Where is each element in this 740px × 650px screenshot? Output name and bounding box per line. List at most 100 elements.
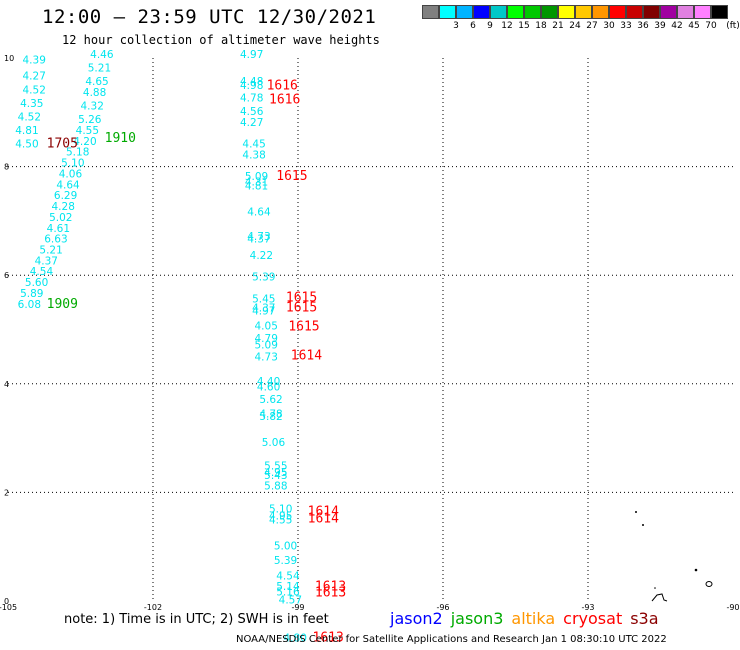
island-mark	[642, 524, 644, 526]
pass-time-label: 1615	[276, 169, 307, 184]
wave-height-value: 4.79	[255, 333, 278, 345]
wave-height-value: 4.55	[269, 514, 292, 526]
wave-height-value: 4.28	[52, 201, 75, 213]
wave-height-value: 4.52	[18, 111, 41, 123]
wave-height-value: 5.43	[264, 470, 287, 482]
map-title: 12:00 — 23:59 UTC 12/30/2021	[42, 6, 377, 28]
wave-height-value: 4.48	[240, 76, 263, 88]
legend-swatch	[439, 5, 456, 19]
satellite-jason2: jason2	[390, 609, 443, 628]
wave-height-value: 6.29	[54, 190, 77, 202]
legend-swatch	[694, 5, 711, 19]
wave-height-value: 4.35	[20, 98, 43, 110]
y-tick-label: 8	[4, 163, 9, 172]
pass-time-label: 1616	[269, 93, 300, 108]
wave-height-value: 4.78	[240, 92, 263, 104]
wave-height-value: 4.61	[47, 223, 70, 235]
pass-time-label: 1614	[291, 348, 322, 363]
pass-time-label: 1616	[267, 78, 298, 93]
wave-height-value: 5.82	[259, 411, 282, 423]
legend-swatch	[507, 5, 524, 19]
pass-time-label: 1614	[308, 505, 339, 520]
wave-height-value: 4.32	[81, 101, 104, 113]
wave-height-value: 4.50	[15, 139, 38, 151]
legend-swatch	[541, 5, 558, 19]
wave-height-value: 5.21	[39, 244, 62, 256]
footer-note: note: 1) Time is in UTC; 2) SWH is in fe…	[64, 612, 329, 627]
legend-swatch	[558, 5, 575, 19]
pass-time-labels: 1705 191019091616161616151615161516151614…	[47, 78, 347, 645]
x-tick-label: -90	[726, 603, 739, 612]
wave-height-value: 4.64	[56, 179, 80, 191]
wave-height-value: 4.31	[245, 177, 268, 189]
wave-height-value: 4.88	[83, 87, 106, 99]
legend-swatch	[575, 5, 592, 19]
satellite-key: jason2 jason3 altika cryosat s3a	[390, 609, 667, 628]
legend-swatch	[711, 5, 728, 19]
wave-height-value: 4.20	[73, 136, 96, 148]
legend-label: 9	[487, 21, 493, 31]
wave-height-value: 5.10	[269, 503, 292, 515]
wave-height-value: 4.98	[240, 80, 263, 92]
wave-height-value: 5.14	[276, 581, 300, 593]
wave-height-value: 4.06	[59, 168, 83, 180]
wave-height-value: 4.65	[85, 76, 108, 88]
legend-label: 24	[569, 21, 581, 31]
x-tick-label: -102	[144, 603, 162, 612]
wave-height-value: 4.95	[264, 467, 287, 479]
wave-height-value: 4.78	[259, 408, 282, 420]
wave-height-value: 4.56	[240, 106, 264, 118]
wave-height-value: 5.39	[274, 555, 297, 567]
wave-height-value: 4.46	[90, 49, 114, 61]
legend-swatch	[609, 5, 626, 19]
wave-height-value: 5.26	[78, 114, 102, 126]
legend-swatch	[524, 5, 541, 19]
x-tick-label: -93	[581, 603, 594, 612]
wave-height-value: 4.45	[242, 139, 265, 151]
wave-height-value: 5.09	[245, 171, 268, 183]
wave-height-value: 4.54	[276, 570, 300, 582]
wave-height-value: 4.37	[35, 255, 58, 267]
wave-height-value: 4.22	[250, 250, 273, 262]
axis-labels: -105 -102 -99 -96 -93 -90 10 8 6 4 2 0	[0, 54, 740, 612]
pass-time-label: 1910	[105, 131, 136, 146]
legend-label: 15	[518, 21, 530, 31]
legend-label: 42	[671, 21, 683, 31]
lat-lon-grid	[8, 58, 733, 601]
wave-height-value: 5.21	[88, 63, 111, 75]
wave-height-value: 5.00	[274, 540, 297, 552]
legend-swatch	[473, 5, 490, 19]
wave-height-value: 5.55	[264, 461, 287, 473]
wave-height-value: 4.60	[257, 381, 280, 393]
legend-swatch	[422, 5, 439, 19]
island-mark	[705, 581, 713, 587]
legend-label: 30	[603, 21, 615, 31]
x-tick-label: -99	[291, 603, 304, 612]
wave-height-value: 5.45	[252, 293, 275, 305]
y-tick-label: 2	[4, 488, 9, 497]
wave-height-value: 6.08	[18, 299, 41, 311]
wave-height-value: 4.97	[252, 305, 275, 317]
pass-time-label: 1705	[47, 137, 78, 152]
wave-height-value: 4.81	[245, 180, 268, 192]
x-tick-label: -96	[436, 603, 449, 612]
island-mark	[694, 568, 698, 572]
wave-height-value: 4.27	[23, 71, 46, 83]
legend-swatch	[592, 5, 609, 19]
y-tick-label: 6	[4, 271, 9, 280]
wave-height-value: 4.80	[284, 633, 307, 645]
pass-time-label: 1613	[313, 631, 344, 646]
x-tick-label: -105	[0, 603, 17, 612]
legend-label: 70	[705, 21, 717, 31]
legend-label: 39	[654, 21, 666, 31]
wave-height-value: 4.81	[15, 125, 38, 137]
satellite-cryosat: cryosat	[563, 609, 623, 628]
satellite-s3a: s3a	[630, 609, 659, 628]
y-tick-label: 4	[4, 380, 9, 389]
legend-label: 27	[586, 21, 598, 31]
wave-height-value: 5.06	[262, 437, 286, 449]
wave-height-value: 4.37	[247, 234, 270, 246]
wave-height-value: 5.16	[276, 587, 300, 599]
pass-time-label: 1615	[286, 301, 317, 316]
